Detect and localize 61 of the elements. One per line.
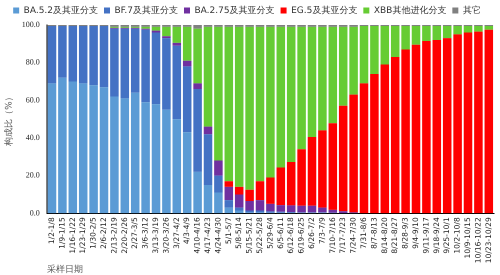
bar [172,119,182,214]
bar [120,98,130,214]
bar [224,181,234,187]
bar [234,26,244,187]
bar [442,26,452,38]
y-tick-label: 0.0 [30,208,40,218]
bar [214,160,223,176]
bar [172,26,182,43]
bar [484,26,494,30]
legend-label: EG.5及其亚分支 [291,4,358,16]
y-axis-title: 构成比（%） [4,92,15,147]
bar [276,26,286,168]
bar [68,81,78,214]
y-tick-label: 100.0 [22,20,40,30]
bar [130,28,140,93]
bar [234,208,244,210]
bar [120,28,130,98]
legend-label: 其它 [462,4,481,16]
bar [182,132,192,214]
legend-label: BA.5.2及其亚分支 [24,4,98,16]
bar [390,26,400,58]
bar [234,186,244,194]
bar [380,64,390,214]
bar [338,106,348,212]
bar [78,26,88,84]
bar [484,30,494,214]
bar [68,26,78,82]
bar [390,57,400,214]
bar [130,92,140,214]
legend-label: BA.2.75及其亚分支 [194,4,275,16]
bar [286,162,296,206]
y-tick-label: 20.0 [26,170,40,180]
bar [442,38,452,214]
bar [193,83,202,90]
bar [276,205,286,212]
y-tick-label: 40.0 [26,133,40,142]
bar [328,26,338,124]
bar [224,26,234,182]
x-axis-title: 采样日期 [46,264,83,275]
bar [224,208,234,214]
bar [276,168,286,206]
bar [182,60,192,66]
bar [432,26,442,40]
bar [204,126,212,134]
bar [286,205,296,212]
bar [172,46,182,120]
bar [432,40,442,214]
legend-label: BF.7及其亚分支 [114,4,178,16]
y-tick-label: 80.0 [26,58,40,67]
bar [182,66,192,132]
y-tick-label: 60.0 [26,95,40,104]
bar [78,83,88,214]
bar [338,26,348,106]
bar [328,123,338,210]
bar [286,26,296,162]
bar [224,186,234,200]
bar [224,200,234,208]
legend-label: XBB其他进化分支 [374,4,446,16]
bar [380,26,390,65]
bar [234,194,244,208]
bar [182,26,192,61]
